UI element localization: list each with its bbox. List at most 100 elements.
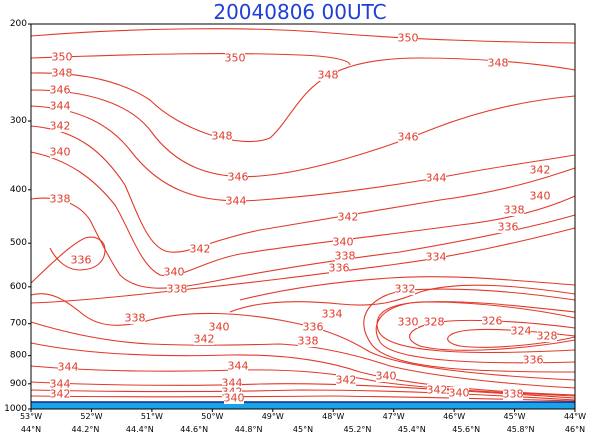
contour-label: 332 (395, 283, 416, 296)
contour-label-bg (50, 378, 70, 390)
contour-label-bg (52, 51, 72, 63)
contour-line (30, 125, 576, 253)
contour-label: 344 (58, 361, 79, 374)
contour-label: 342 (50, 388, 71, 401)
contour-label-bg (226, 195, 246, 207)
contour-line (30, 365, 576, 397)
contour-label-bg (50, 84, 70, 96)
latitude-label: 45.8°N (507, 425, 535, 434)
contour-label-bg (167, 283, 187, 295)
latitude-label: 44.4°N (126, 425, 154, 434)
contour-label-bg (52, 67, 72, 79)
contour-line (30, 293, 576, 381)
longitude-label: 50°W (201, 412, 223, 421)
contour-label-bg (398, 316, 418, 328)
contour-label: 342 (338, 211, 359, 224)
contour-label: 342 (50, 120, 71, 133)
contour-label: 344 (226, 195, 247, 208)
contour-line (229, 284, 576, 313)
contour-line (30, 28, 576, 44)
contour-label: 346 (50, 84, 71, 97)
contour-label: 330 (398, 316, 419, 329)
contour-label: 336 (523, 354, 544, 367)
contour-label: 334 (426, 251, 447, 264)
contour-label: 346 (228, 171, 249, 184)
contour-label-bg (164, 266, 184, 278)
contour-label: 340 (50, 146, 71, 159)
isentrope-contour-lines (30, 28, 576, 402)
contour-label: 338 (125, 312, 146, 325)
longitude-label: 51°W (141, 412, 163, 421)
latitude-label: 45.6°N (452, 425, 480, 434)
contour-label: 338 (335, 250, 356, 263)
contour-label-bg (482, 315, 502, 327)
contour-label: 340 (164, 266, 185, 279)
contour-label-bg (318, 69, 338, 81)
contour-label-bg (376, 370, 396, 382)
contour-label: 336 (303, 321, 324, 334)
pressure-axis: 200 300 400 500 600 700 800 900 1000 (4, 19, 31, 414)
contour-label: 326 (482, 315, 503, 328)
contour-label: 346 (398, 131, 419, 144)
contour-label-bg (50, 100, 70, 112)
contour-label-bg (488, 57, 508, 69)
contour-label-bg (228, 171, 248, 183)
contour-label: 348 (488, 57, 509, 70)
contour-label-bg (224, 392, 244, 404)
contour-label: 344 (228, 360, 249, 373)
y-tick-label: 300 (10, 116, 27, 126)
contour-label-bg (426, 172, 446, 184)
contour-line (30, 342, 576, 396)
contour-label: 334 (322, 308, 343, 321)
contour-label-bg (228, 360, 248, 372)
contour-label: 338 (50, 193, 71, 206)
y-tick-label: 1000 (4, 404, 27, 414)
contour-label-bg (125, 312, 145, 324)
latitude-label: 46°N (565, 425, 585, 434)
contour-line (376, 301, 576, 354)
contour-line (375, 301, 576, 364)
contour-line (30, 227, 576, 304)
contour-line (30, 105, 576, 202)
contour-label: 328 (537, 330, 558, 343)
contour-line (409, 319, 576, 351)
contour-label: 340 (530, 190, 551, 203)
contour-label-bg (303, 321, 323, 333)
contour-label: 344 (50, 100, 71, 113)
contour-label-bg (398, 131, 418, 143)
y-tick-label: 200 (10, 19, 27, 29)
contour-label-bg (398, 32, 418, 44)
contour-label-bg (537, 330, 557, 342)
y-tick-label: 400 (10, 185, 27, 195)
contour-label-bg (50, 193, 70, 205)
contour-label: 348 (52, 67, 73, 80)
contour-label: 340 (224, 392, 245, 405)
longitude-label: 53°W (20, 412, 42, 421)
contour-label-bg (190, 243, 210, 255)
contour-line (30, 389, 576, 401)
latitude-label: 44.6°N (180, 425, 208, 434)
longitude-label: 49°W (262, 412, 284, 421)
contour-line (30, 197, 576, 289)
contour-label-bg (511, 325, 531, 337)
chart-title: 20040806 00UTC (213, 0, 387, 24)
contour-line (30, 89, 576, 178)
y-tick-label: 500 (10, 238, 27, 248)
contour-label: 338 (298, 335, 319, 348)
y-tick-label: 600 (10, 282, 27, 292)
contour-label-bg (58, 361, 78, 373)
contour-label: 338 (504, 204, 525, 217)
contour-label-bg (50, 388, 70, 400)
longitude-label: 48°W (322, 412, 344, 421)
contour-label-bg (503, 388, 523, 400)
contour-label-bg (329, 262, 349, 274)
contour-label: 336 (498, 221, 519, 234)
longitude-label: 46°W (443, 412, 465, 421)
y-tick-label: 800 (10, 351, 27, 361)
cross-section-axis: 53°W 52°W 51°W 50°W 49°W 48°W 47°W 46°W 45°W 44°W… (20, 409, 586, 434)
contour-label: 344 (50, 378, 71, 391)
longitude-label: 47°W (383, 412, 405, 421)
contour-label: 338 (167, 283, 188, 296)
contour-label: 342 (190, 243, 211, 256)
contour-label-bg (194, 333, 214, 345)
